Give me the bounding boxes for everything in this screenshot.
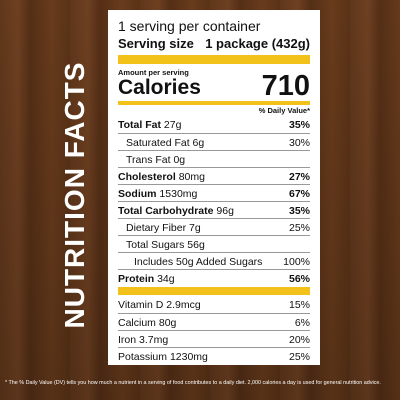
nutrient: Trans Fat 0g — [118, 154, 185, 166]
nutrient: Dietary Fiber 7g — [118, 222, 201, 234]
daily-value: 67% — [288, 187, 310, 200]
nutrient-name: Total Fat — [118, 118, 161, 131]
nutrient-name: Calcium — [118, 316, 156, 329]
nutrient-amount: 1230mg — [169, 350, 208, 363]
nutrient: Total Fat 27g — [118, 119, 181, 131]
nutrient-row: Cholesterol 80mg 27% — [118, 167, 310, 185]
side-title: NUTRITION FACTS — [59, 61, 90, 329]
nutrient-row: Saturated Fat 6g 30% — [118, 133, 310, 151]
nutrient: Includes 50g Added Sugars — [118, 256, 262, 268]
daily-value: 35% — [288, 118, 310, 131]
nutrient-row: Vitamin D 2.9mcg 15% — [118, 296, 310, 313]
daily-value: 30% — [288, 136, 310, 149]
nutrient-amount: 27g — [163, 118, 182, 131]
nutrient-name: Potassium — [118, 350, 168, 363]
nutrient-name: Sodium — [118, 187, 157, 200]
nutrient-name: Includes 50g Added Sugars — [134, 255, 263, 268]
daily-value: 6% — [294, 316, 310, 329]
nutrient-row: Calcium 80g 6% — [118, 313, 310, 331]
serving-size-value: 1 package (432g) — [205, 36, 310, 51]
nutrient-name: Saturated Fat — [126, 136, 190, 149]
nutrient-name: Vitamin D — [118, 298, 164, 311]
nutrient-row: Total Fat 27g 35% — [118, 116, 310, 133]
nutrient: Calcium 80g — [118, 317, 176, 329]
nutrient-amount: 80mg — [178, 170, 205, 183]
nutrient-amount: 7g — [189, 221, 201, 234]
nutrient-row: Iron 3.7mg 20% — [118, 330, 310, 348]
amount-per-serving: Amount per serving — [118, 68, 189, 77]
nutrient: Sodium 1530mg — [118, 188, 197, 200]
daily-value: 27% — [288, 170, 310, 183]
nutrient-name: Protein — [118, 272, 155, 285]
footnote: * The % Daily Value (DV) tells you how m… — [5, 380, 381, 386]
daily-value-header: % Daily Value* — [258, 106, 310, 115]
daily-value: 56% — [288, 272, 310, 285]
nutrient-row: Sodium 1530mg 67% — [118, 184, 310, 202]
nutrition-label: 1 serving per container Serving size 1 p… — [108, 10, 320, 365]
nutrient-amount: 1530mg — [159, 187, 198, 200]
nutrient-row: Total Sugars 56g — [118, 235, 310, 253]
serving-size-label: Serving size — [118, 36, 194, 51]
daily-value: 100% — [283, 255, 310, 268]
nutrient-name: Total Sugars — [126, 238, 185, 251]
nutrient-name: Total Carbohydrate — [118, 204, 214, 217]
nutrient-amount: 6g — [192, 136, 205, 149]
nutrient: Saturated Fat 6g — [118, 137, 204, 149]
nutrient-row: Potassium 1230mg 25% — [118, 347, 310, 365]
daily-value: 15% — [288, 298, 310, 311]
nutrient: Total Sugars 56g — [118, 239, 205, 251]
nutrient-row: Includes 50g Added Sugars 100% — [118, 252, 310, 270]
nutrient: Potassium 1230mg — [118, 351, 208, 363]
daily-value: 25% — [288, 221, 310, 234]
nutrient-amount: 80g — [158, 316, 177, 329]
nutrient-amount: 0g — [173, 153, 186, 166]
nutrient: Protein 34g — [118, 273, 175, 285]
calories-label: Calories — [118, 76, 201, 99]
calories-value: 710 — [261, 70, 310, 102]
divider — [118, 101, 310, 105]
nutrient: Total Carbohydrate 96g — [118, 205, 234, 217]
servings: 1 serving per container — [118, 18, 261, 34]
nutrient-amount: 96g — [216, 204, 234, 217]
nutrient-row: Trans Fat 0g — [118, 150, 310, 168]
nutrient: Cholesterol 80mg — [118, 171, 205, 183]
divider — [118, 55, 310, 64]
nutrient-amount: 56g — [187, 238, 205, 251]
nutrient-row: Total Carbohydrate 96g 35% — [118, 201, 310, 219]
nutrient-name: Cholesterol — [118, 170, 176, 183]
nutrient-row: Protein 34g 56% — [118, 269, 310, 287]
nutrient-amount: 2.9mcg — [166, 298, 201, 311]
nutrient: Iron 3.7mg — [118, 334, 168, 346]
nutrient-amount: 34g — [157, 272, 175, 285]
daily-value: 25% — [288, 350, 310, 363]
daily-value: 20% — [288, 333, 310, 346]
nutrient-name: Iron — [118, 333, 137, 346]
nutrient: Vitamin D 2.9mcg — [118, 299, 201, 311]
nutrient-name: Trans Fat — [126, 153, 171, 166]
daily-value: 35% — [288, 204, 310, 217]
nutrient-name: Dietary Fiber — [126, 221, 187, 234]
nutrient-amount: 3.7mg — [139, 333, 169, 346]
nutrient-row: Dietary Fiber 7g 25% — [118, 218, 310, 236]
divider — [118, 287, 310, 295]
